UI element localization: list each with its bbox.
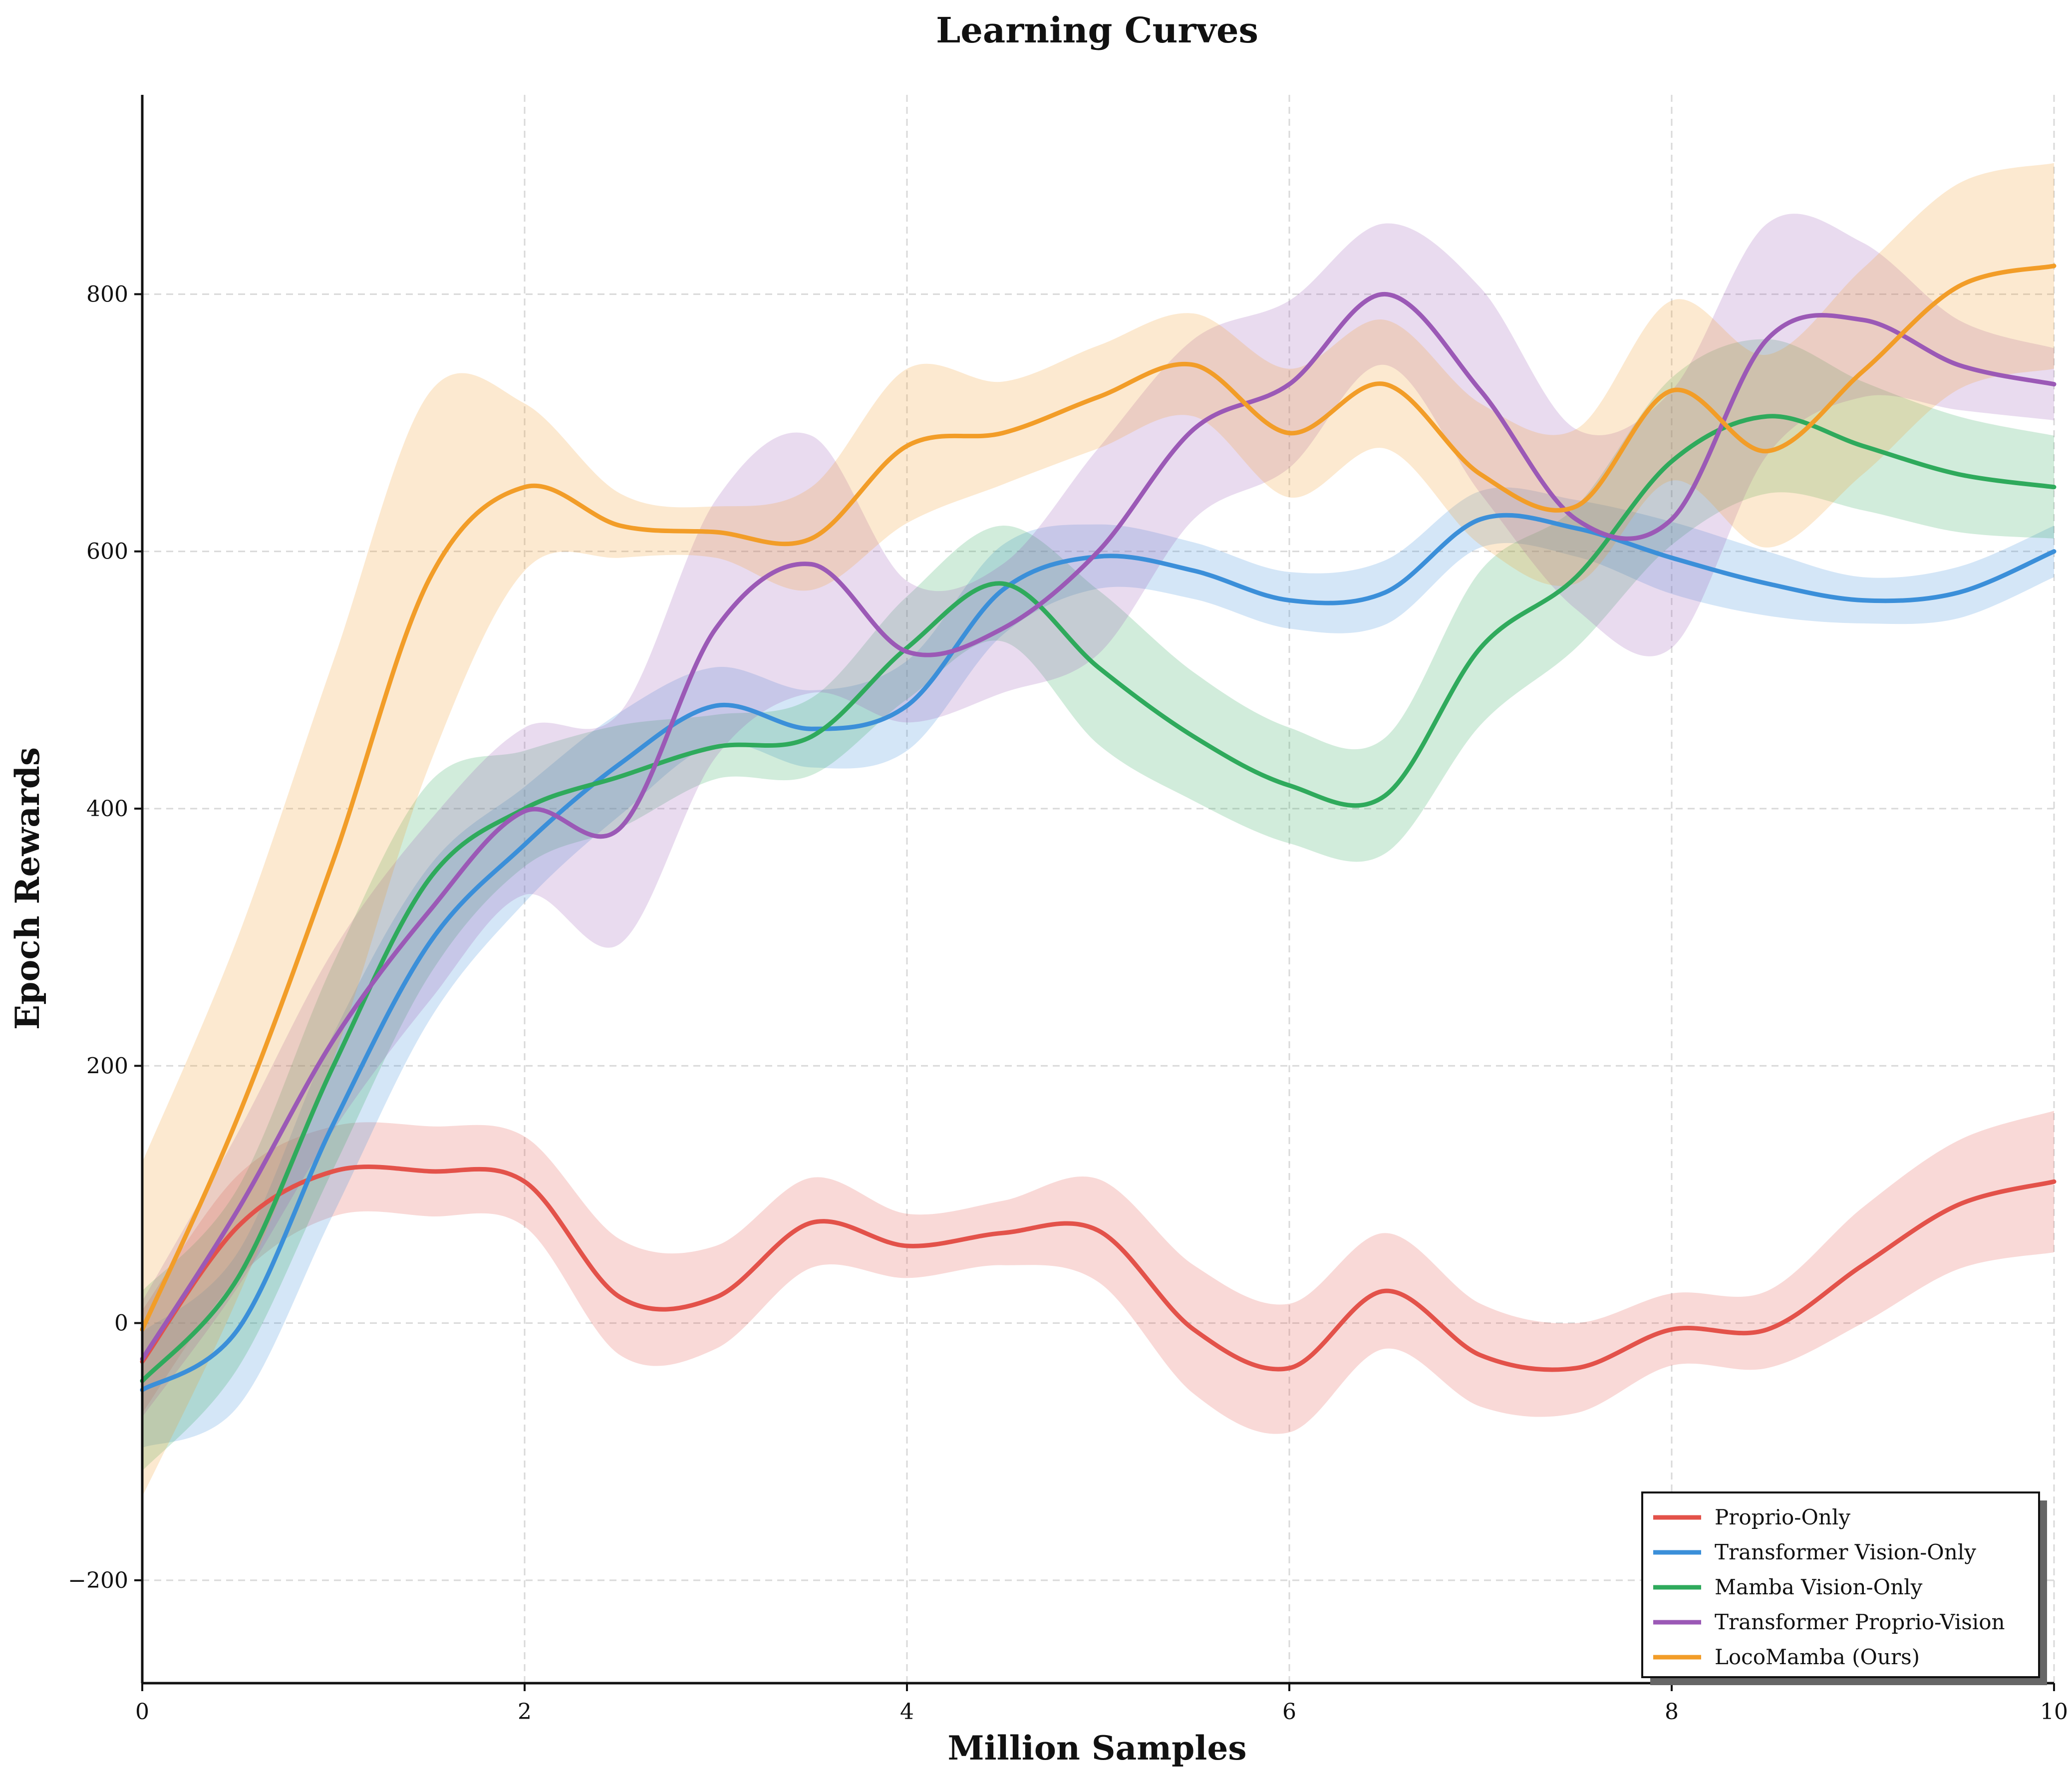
y-tick-label: 800	[86, 282, 128, 307]
x-tick-label: 8	[1665, 1699, 1679, 1725]
y-tick-label: −200	[68, 1568, 128, 1593]
x-tick-label: 10	[2040, 1699, 2068, 1725]
legend-box	[1641, 1491, 2040, 1678]
x-tick-label: 6	[1282, 1699, 1296, 1725]
chart-title: Learning Curves	[936, 9, 1258, 51]
y-tick-label: 600	[86, 539, 128, 565]
band-series-0	[142, 1111, 2054, 1434]
confidence-bands	[142, 163, 2054, 1497]
tick-labels: 0 2 4 6 8 10 −200 0 200 400 600 800	[68, 282, 2068, 1725]
y-axis-label: Epoch Rewards	[8, 747, 47, 1030]
legend-label-4: LocoMamba (Ours)	[1715, 1645, 1920, 1669]
line-series-3	[140, 292, 2057, 1362]
line-series-2	[140, 414, 2057, 1383]
band-series-3	[142, 214, 2054, 1417]
line-series-1	[140, 513, 2057, 1393]
x-axis-label: Million Samples	[948, 1729, 1247, 1768]
y-tick-label: 400	[86, 796, 128, 822]
line-series-4	[140, 264, 2057, 1332]
band-series-4	[142, 163, 2054, 1497]
legend: Proprio-Only Transformer Vision-Only Mamba…	[1641, 1491, 2047, 1685]
legend-label-2: Mamba Vision-Only	[1715, 1575, 1923, 1599]
grid-lines	[142, 95, 2055, 1683]
band-series-2	[142, 339, 2054, 1471]
x-tick-label: 0	[135, 1699, 149, 1725]
x-tick-label: 2	[518, 1699, 532, 1725]
line-series-0	[140, 1165, 2057, 1372]
y-tick-label: 0	[114, 1311, 128, 1336]
band-series-1	[142, 487, 2054, 1448]
legend-label-1: Transformer Vision-Only	[1715, 1540, 1976, 1564]
y-tick-label: 200	[86, 1053, 128, 1079]
x-tick-label: 4	[900, 1699, 914, 1725]
series-lines	[140, 264, 2057, 1393]
legend-label-0: Proprio-Only	[1715, 1505, 1850, 1529]
legend-label-3: Transformer Proprio-Vision	[1715, 1610, 2005, 1634]
